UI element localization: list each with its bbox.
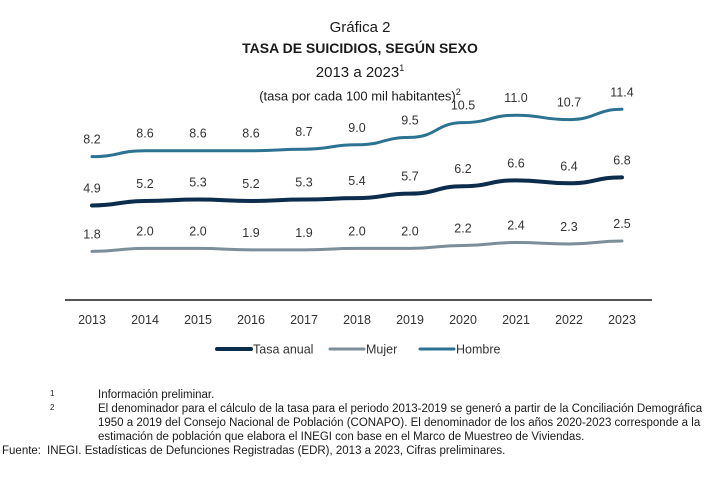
footnotes: 1 Información preliminar. 2 El denominad… (2, 388, 710, 458)
data-label-tasa-anual: 5.3 (189, 176, 206, 190)
series-line-tasa-anual (90, 175, 624, 208)
chart-unit-text: (tasa por cada 100 mil habitantes) (259, 88, 456, 104)
chart-kicker: Gráfica 2 (329, 19, 391, 36)
data-label-mujer: 2.4 (507, 218, 524, 232)
x-tick-label: 2016 (237, 313, 265, 327)
data-label-tasa-anual: 6.6 (507, 156, 524, 170)
x-tick-label: 2015 (184, 313, 212, 327)
line-chart: 2013 2014 2015 2016 2017 2018 2019 2020 2021 2022… (65, 85, 652, 357)
data-label-hombre: 9.5 (401, 113, 418, 127)
data-label-tasa-anual: 5.7 (401, 170, 418, 184)
data-label-tasa-anual: 6.4 (560, 159, 577, 173)
footnote-2: 2 El denominador para el cálculo de la t… (50, 402, 710, 444)
source-text: INEGI. Estadísticas de Defunciones Regis… (47, 445, 506, 457)
legend-label-mujer: Mujer (366, 343, 397, 357)
footnote-2-text: El denominador para el cálculo de la tas… (98, 403, 703, 443)
data-label-hombre: 8.2 (83, 133, 100, 147)
x-tick-label: 2017 (290, 313, 318, 327)
data-label-hombre: 8.6 (242, 127, 259, 141)
legend-label-hombre: Hombre (456, 343, 501, 357)
data-label-tasa-anual: 5.3 (295, 176, 312, 190)
chart-unit: (tasa por cada 100 mil habitantes)2 (0, 83, 720, 105)
x-tick-label: 2014 (131, 313, 159, 327)
series-line-mujer (90, 239, 624, 253)
chart-header: Gráfica 2 TASA DE SUICIDIOS, SEGÚN SEXO … (0, 18, 720, 105)
x-tick-label: 2023 (608, 313, 636, 327)
chart-years: 2013 a 20231 (0, 58, 720, 83)
data-label-hombre: 11.0 (504, 91, 527, 105)
x-tick-label: 2019 (396, 313, 424, 327)
series-line-hombre (90, 107, 624, 159)
footnote-1-mark: 1 (50, 389, 55, 398)
data-label-mujer: 2.0 (348, 224, 365, 238)
source-note: Fuente: INEGI. Estadísticas de Defuncion… (2, 444, 710, 458)
data-label-mujer: 2.2 (454, 221, 471, 235)
chart-years-text: 2013 a 2023 (315, 64, 400, 81)
data-label-hombre: 10.7 (557, 96, 581, 110)
x-tick-label: 2020 (449, 313, 477, 327)
data-label-tasa-anual: 5.2 (136, 177, 153, 191)
data-label-hombre: 10.5 (451, 99, 475, 113)
x-tick-label: 2018 (343, 313, 371, 327)
footnote-1: 1 Información preliminar. (50, 388, 710, 402)
data-label-tasa-anual: 6.2 (454, 162, 471, 176)
data-label-hombre: 9.0 (348, 121, 365, 135)
chart-title: TASA DE SUICIDIOS, SEGÚN SEXO (242, 40, 478, 56)
data-label-mujer: 1.9 (295, 226, 312, 240)
data-label-tasa-anual: 5.4 (348, 174, 365, 188)
data-label-hombre: 8.6 (189, 127, 206, 141)
chart-unit-sup: 2 (455, 87, 461, 97)
footnote-1-text: Información preliminar. (98, 389, 215, 401)
data-label-hombre: 8.6 (136, 127, 153, 141)
data-label-mujer: 2.0 (189, 224, 206, 238)
x-tick-label: 2022 (555, 313, 583, 327)
data-label-tasa-anual: 4.9 (83, 181, 100, 195)
footnote-2-mark: 2 (50, 403, 55, 412)
data-label-mujer: 2.0 (401, 224, 418, 238)
data-label-tasa-anual: 5.2 (242, 177, 259, 191)
legend-label-tasa-anual: Tasa anual (253, 343, 313, 357)
source-label: Fuente: (2, 445, 41, 457)
data-label-mujer: 1.8 (83, 227, 100, 241)
x-tick-label: 2013 (78, 313, 106, 327)
x-tick-label: 2021 (502, 313, 530, 327)
data-label-hombre: 8.7 (295, 125, 312, 139)
data-label-mujer: 2.3 (560, 220, 577, 234)
data-label-hombre: 11.4 (610, 85, 633, 99)
data-label-mujer: 2.5 (613, 217, 630, 231)
data-label-mujer: 2.0 (136, 224, 153, 238)
data-label-mujer: 1.9 (242, 226, 259, 240)
data-label-tasa-anual: 6.8 (613, 153, 630, 167)
chart-years-sup: 1 (399, 63, 405, 73)
